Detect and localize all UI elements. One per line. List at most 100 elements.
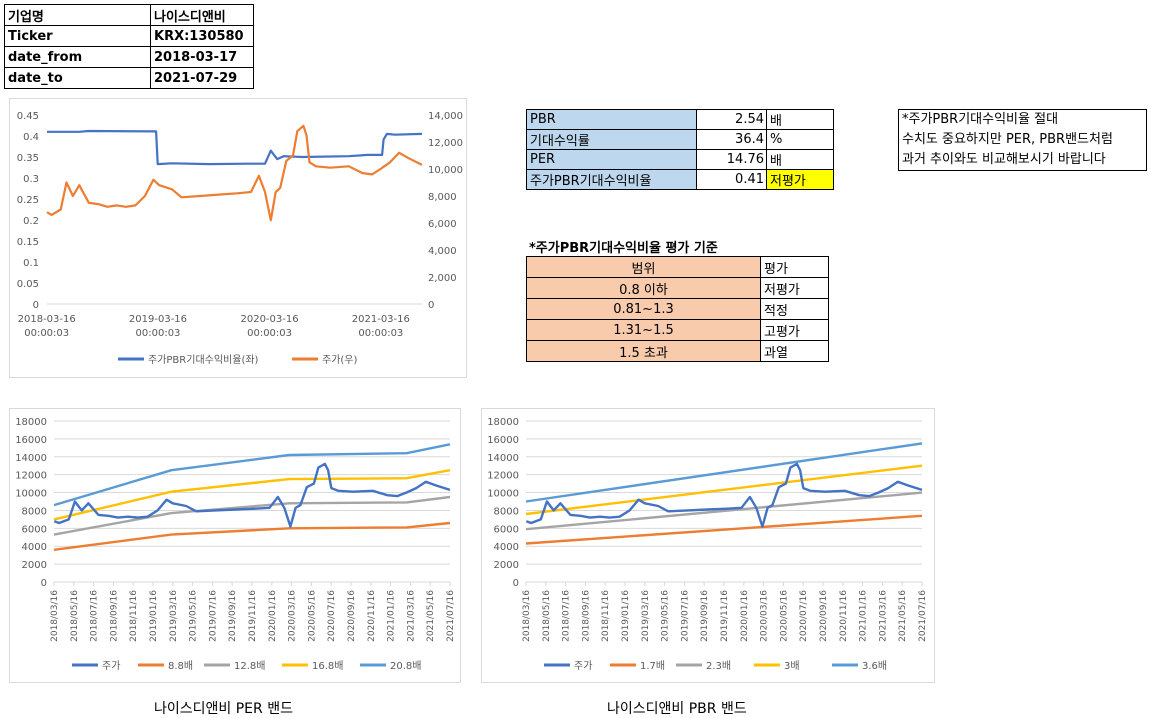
metric-unit[interactable]: %: [766, 129, 834, 150]
metric-value[interactable]: 0.41: [696, 169, 767, 190]
info-key[interactable]: date_to: [4, 67, 151, 89]
criteria-header-range[interactable]: 범위: [526, 256, 761, 278]
x-tick-label: 2018/07/16: [562, 590, 572, 642]
x-tick-label: 2018/03/16: [522, 590, 532, 642]
info-key[interactable]: 기업명: [4, 4, 151, 26]
x-tick-label: 2020/09/16: [347, 590, 357, 642]
ratio-chart-svg: 0 0.05 0.1 0.15 0.2 0.25 0.3 0.35 0.4 0.45 0 2,000 4…: [17, 111, 463, 366]
x-tick-label: 2021/01/16: [859, 590, 869, 642]
criteria-row: 0.81~1.3 적정: [526, 298, 829, 320]
per-band-caption: 나이스디앤비 PER 밴드: [154, 701, 293, 717]
info-key[interactable]: date_from: [4, 46, 151, 68]
y-tick-label: 18000: [487, 417, 519, 428]
x-tick-label: 2020/11/16: [839, 590, 849, 642]
metric-label[interactable]: PBR: [526, 109, 697, 130]
metric-value[interactable]: 14.76: [696, 149, 767, 170]
x-tick-label: 2021/01/16: [387, 590, 397, 642]
x-tick-label: 00:00:03: [24, 328, 69, 339]
y-right-tick-label: 14,000: [428, 111, 463, 122]
series-line-3-6배: [525, 442, 923, 503]
criteria-eval[interactable]: 적정: [760, 298, 829, 320]
y-tick-label: 16000: [15, 435, 47, 446]
metric-label[interactable]: PER: [526, 149, 697, 170]
criteria-range[interactable]: 0.8 이하: [526, 277, 761, 299]
info-value[interactable]: KRX:130580: [150, 25, 254, 47]
note-box[interactable]: *주가PBR기대수익비율 절대 수치도 중요하지만 PER, PBR밴드처럼 과…: [898, 109, 1147, 171]
y-left-tick-label: 0.25: [17, 195, 39, 206]
y-left-tick-label: 0.4: [23, 132, 39, 143]
legend-label-3-6배: 3.6배: [862, 660, 887, 672]
y-right-tick-label: 2,000: [428, 273, 457, 284]
per-band-chart[interactable]: 0 2000 4000 6000 8000 10000 12000 14000 16000 180…: [9, 408, 461, 683]
legend-label-주가: 주가: [102, 660, 120, 672]
criteria-eval[interactable]: 저평가: [760, 277, 829, 299]
x-tick-label: 2021/05/16: [426, 590, 436, 642]
pbr-band-chart[interactable]: 0 2000 4000 6000 8000 10000 12000 14000 16000 180…: [481, 408, 935, 683]
info-value[interactable]: 2021-07-29: [150, 67, 254, 89]
series-line-주가: [53, 462, 451, 528]
metric-evaluation-badge[interactable]: 저평가: [766, 169, 834, 190]
metric-label[interactable]: 기대수익률: [526, 129, 697, 150]
pbr-band-caption: 나이스디앤비 PBR 밴드: [607, 701, 747, 717]
pbr-band-chart-svg: 0 2000 4000 6000 8000 10000 12000 14000 16000 180…: [487, 417, 928, 672]
ratio-chart[interactable]: 0 0.05 0.1 0.15 0.2 0.25 0.3 0.35 0.4 0.45 0 2,000 4…: [9, 98, 467, 378]
x-tick-label: 00:00:03: [247, 328, 292, 339]
criteria-row: 1.5 초과 과열: [526, 340, 829, 362]
info-row: Ticker KRX:130580: [4, 25, 254, 47]
y-left-tick-label: 0: [33, 300, 39, 311]
note-line: 수치도 중요하지만 PER, PBR밴드처럼: [902, 132, 1113, 147]
y-left-tick-label: 0.35: [17, 153, 39, 164]
criteria-eval[interactable]: 고평가: [760, 319, 829, 341]
series-line-주가: [525, 462, 923, 528]
criteria-row: 0.8 이하 저평가: [526, 277, 829, 299]
metric-value[interactable]: 2.54: [696, 109, 767, 130]
series-line-2-3배: [525, 491, 923, 531]
y-tick-label: 4000: [22, 542, 47, 553]
criteria-header-eval[interactable]: 평가: [760, 256, 829, 278]
y-tick-label: 12000: [15, 471, 47, 482]
x-tick-label: 2020/09/16: [819, 590, 829, 642]
y-tick-label: 14000: [487, 453, 519, 464]
y-tick-label: 8000: [22, 506, 47, 517]
metric-row-per: PER 14.76 배: [526, 149, 834, 170]
metric-unit[interactable]: 배: [766, 109, 834, 130]
y-tick-label: 8000: [494, 506, 519, 517]
info-key[interactable]: Ticker: [4, 25, 151, 47]
y-left-tick-label: 0.45: [17, 111, 39, 122]
metric-unit[interactable]: 배: [766, 149, 834, 170]
criteria-eval[interactable]: 과열: [760, 340, 829, 362]
criteria-range[interactable]: 1.31~1.5: [526, 319, 761, 341]
series-line-20-8배: [53, 443, 451, 507]
series-line-주가-우-: [46, 124, 423, 222]
x-tick-label: 2018/09/16: [109, 590, 119, 642]
y-left-tick-label: 0.15: [17, 237, 39, 248]
criteria-title: *주가PBR기대수익비율 평가 기준: [529, 241, 718, 256]
x-tick-label: 2019/07/16: [208, 590, 218, 642]
x-tick-label: 2020/03/16: [760, 590, 770, 642]
per-band-chart-svg: 0 2000 4000 6000 8000 10000 12000 14000 16000 180…: [15, 417, 456, 672]
x-tick-label: 2019/01/16: [149, 590, 159, 642]
metric-label[interactable]: 주가PBR기대수익비율: [526, 169, 697, 190]
metric-row-pbr: PBR 2.54 배: [526, 109, 834, 130]
x-tick-label: 2019/09/16: [700, 590, 710, 642]
x-tick-label: 2018-03-16: [18, 314, 76, 325]
info-value[interactable]: 나이스디앤비: [150, 4, 254, 26]
x-tick-label: 2021/07/16: [446, 590, 456, 642]
series-line-3배: [525, 464, 923, 516]
x-tick-label: 2019/01/16: [621, 590, 631, 642]
x-tick-label: 2021/05/16: [898, 590, 908, 642]
company-info-table: 기업명 나이스디앤비 Ticker KRX:130580 date_from 2…: [4, 4, 254, 89]
series-line-12-8배: [53, 495, 451, 536]
x-tick-label: 2019/11/16: [720, 590, 730, 642]
criteria-range[interactable]: 1.5 초과: [526, 340, 761, 362]
metric-value[interactable]: 36.4: [696, 129, 767, 150]
criteria-range[interactable]: 0.81~1.3: [526, 298, 761, 320]
y-tick-label: 2000: [22, 560, 47, 571]
legend-label-2-3배: 2.3배: [706, 660, 731, 672]
x-tick-label: 2018/11/16: [601, 590, 611, 642]
x-tick-label: 2018/05/16: [542, 590, 552, 642]
y-tick-label: 12000: [487, 471, 519, 482]
x-tick-label: 2018/11/16: [129, 590, 139, 642]
legend-label-3배: 3배: [784, 660, 800, 672]
info-value[interactable]: 2018-03-17: [150, 46, 254, 68]
